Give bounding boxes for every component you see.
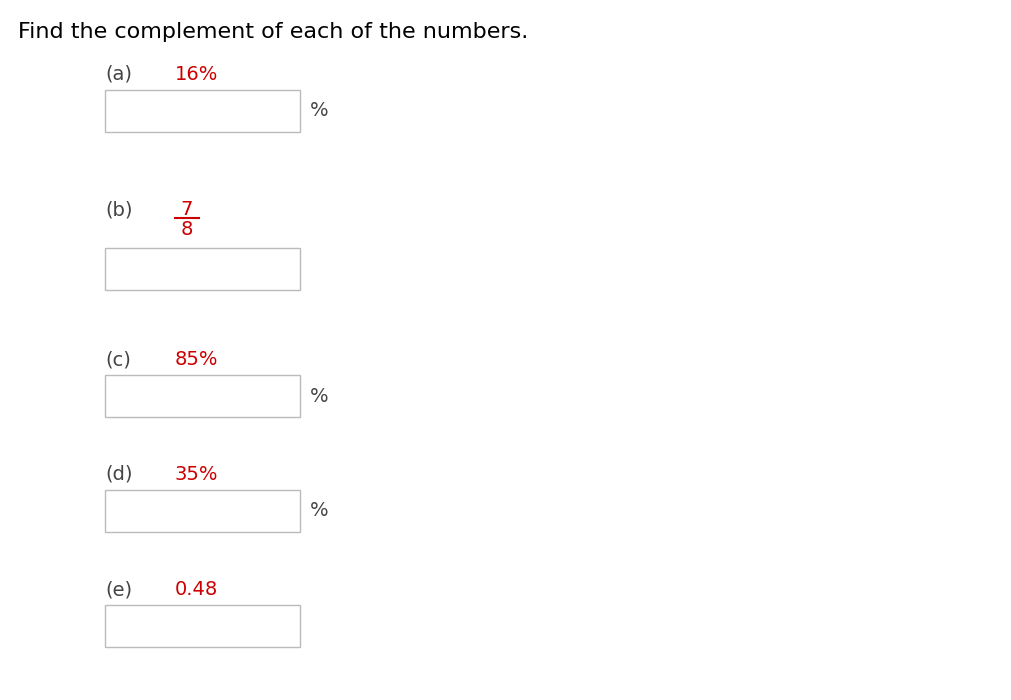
Bar bbox=[105, 375, 299, 417]
Text: 35%: 35% bbox=[175, 465, 218, 484]
Text: 7: 7 bbox=[181, 200, 193, 219]
Text: (b): (b) bbox=[105, 200, 132, 219]
Bar bbox=[105, 90, 299, 132]
Text: %: % bbox=[309, 386, 329, 405]
Bar bbox=[105, 605, 299, 647]
Bar bbox=[105, 490, 299, 532]
Text: %: % bbox=[309, 501, 329, 521]
Text: 0.48: 0.48 bbox=[175, 580, 218, 599]
Text: (c): (c) bbox=[105, 350, 130, 369]
Bar bbox=[105, 248, 299, 290]
Text: (e): (e) bbox=[105, 580, 132, 599]
Text: 85%: 85% bbox=[175, 350, 218, 369]
Text: 8: 8 bbox=[181, 220, 193, 239]
Text: 16%: 16% bbox=[175, 65, 218, 84]
Text: (a): (a) bbox=[105, 65, 131, 84]
Text: %: % bbox=[309, 102, 329, 120]
Text: Find the complement of each of the numbers.: Find the complement of each of the numbe… bbox=[18, 22, 528, 42]
Text: (d): (d) bbox=[105, 465, 132, 484]
